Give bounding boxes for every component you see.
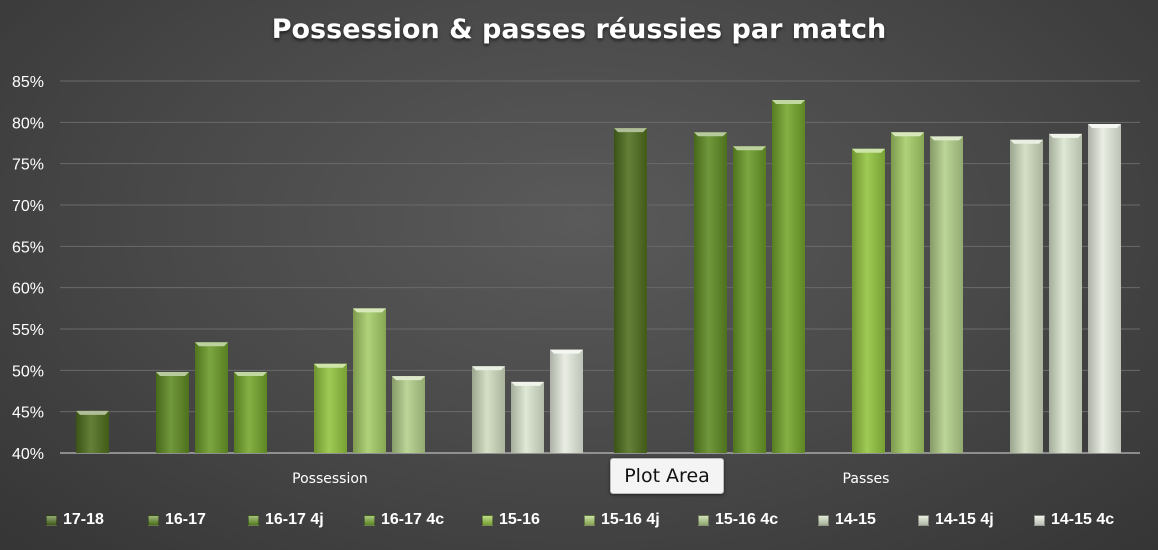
bar-cap — [733, 146, 766, 151]
legend-swatch — [248, 514, 259, 526]
bar-cap — [852, 148, 885, 153]
legend-swatch — [482, 514, 493, 526]
legend-label: 14-15 4j — [935, 511, 994, 528]
bar-16-17-4c-possession[interactable] — [234, 371, 267, 453]
legend: 17-18 16-17 16-17 4j 16-17 4c 15-16 15-16 4j 1… — [0, 511, 1158, 537]
bar-15-16-4c-possession[interactable] — [392, 376, 425, 453]
bar-17-18-possession[interactable] — [76, 410, 109, 453]
legend-label: 14-15 — [835, 511, 876, 528]
legend-item[interactable]: 14-15 4j — [918, 511, 994, 529]
legend-label: 16-17 4c — [381, 511, 445, 528]
y-axis: 40% 45% 50% 55% 60% 65% 70% 75% 80% 85% — [12, 74, 44, 463]
bar-17-18-passes[interactable] — [614, 128, 647, 453]
bar-14-15-4j-passes[interactable] — [1049, 133, 1082, 453]
bar-16-17-4c-passes[interactable] — [772, 100, 805, 453]
y-tick-label: 85% — [12, 74, 44, 91]
bar-16-17-passes[interactable] — [694, 132, 727, 453]
legend-swatch — [918, 514, 929, 526]
bar-16-17-4j-possession[interactable] — [195, 342, 228, 453]
y-tick-label: 50% — [12, 363, 44, 380]
legend-swatch — [364, 514, 375, 526]
legend-label: 16-17 4j — [265, 511, 324, 528]
legend-swatch — [698, 514, 709, 526]
legend-item[interactable]: 16-17 4j — [248, 511, 324, 529]
chart-title: Possession & passes réussies par match — [271, 14, 887, 45]
legend-item[interactable]: 14-15 4c — [1034, 511, 1114, 529]
legend-label: 15-16 — [499, 511, 540, 528]
y-tick-label: 70% — [12, 198, 44, 215]
bar-cap — [694, 132, 727, 137]
legend-item[interactable]: 15-16 4j — [584, 511, 660, 529]
bars — [76, 100, 1121, 454]
y-tick-label: 55% — [12, 322, 44, 339]
legend-item[interactable]: 14-15 — [818, 511, 876, 529]
y-tick-label: 65% — [12, 239, 44, 256]
bar-15-16-4j-passes[interactable] — [891, 132, 924, 453]
y-tick-label: 80% — [12, 115, 44, 132]
legend-label: 16-17 — [165, 511, 206, 528]
bar-15-16-passes[interactable] — [852, 148, 885, 453]
bar-14-15-4c-passes[interactable] — [1088, 123, 1121, 453]
bar-16-17-4j-passes[interactable] — [733, 146, 766, 453]
x-category-label: Possession — [292, 471, 368, 487]
bar-cap — [930, 136, 963, 141]
bar-cap — [195, 342, 228, 347]
bar-cap — [891, 132, 924, 137]
legend-swatch — [148, 514, 159, 526]
bar-14-15-passes[interactable] — [1010, 139, 1043, 453]
legend-item[interactable]: 15-16 — [482, 511, 540, 529]
bar-16-17-possession[interactable] — [156, 371, 189, 453]
bar-cap — [156, 371, 189, 376]
legend-swatch — [584, 514, 595, 526]
y-tick-label: 75% — [12, 157, 44, 174]
bar-14-15-possession[interactable] — [472, 366, 505, 453]
bar-cap — [392, 376, 425, 381]
bar-cap — [511, 381, 544, 386]
legend-label: 15-16 4j — [601, 511, 660, 528]
bar-14-15-4c-possession[interactable] — [550, 349, 583, 453]
bar-cap — [1010, 139, 1043, 144]
legend-swatch — [46, 514, 57, 526]
legend-swatch — [818, 514, 829, 526]
bar-cap — [550, 349, 583, 354]
y-tick-label: 60% — [12, 281, 44, 298]
bar-cap — [314, 363, 347, 368]
legend-label: 14-15 4c — [1051, 511, 1115, 528]
bar-15-16-4c-passes[interactable] — [930, 136, 963, 454]
bar-cap — [76, 410, 109, 415]
bar-cap — [772, 100, 805, 105]
plot-area-tooltip: Plot Area — [610, 458, 724, 494]
bar-cap — [614, 128, 647, 133]
legend-item[interactable]: 17-18 — [46, 511, 104, 529]
bar-cap — [1088, 123, 1121, 128]
legend-swatch — [1034, 514, 1045, 526]
legend-item[interactable]: 16-17 4c — [364, 511, 444, 529]
legend-item[interactable]: 16-17 — [148, 511, 206, 529]
bar-cap — [234, 371, 267, 376]
x-category-label: Passes — [843, 471, 890, 487]
x-axis-categories: Possession Passes — [292, 471, 889, 487]
legend-item[interactable]: 15-16 4c — [698, 511, 778, 529]
bar-15-16-4j-possession[interactable] — [353, 308, 386, 453]
legend-label: 17-18 — [63, 511, 104, 528]
bar-15-16-possession[interactable] — [314, 363, 347, 453]
legend-label: 15-16 4c — [715, 511, 779, 528]
bar-14-15-4j-possession[interactable] — [511, 381, 544, 453]
y-tick-label: 45% — [12, 405, 44, 422]
bar-cap — [1049, 133, 1082, 138]
bar-cap — [472, 366, 505, 371]
y-tick-label: 40% — [12, 446, 44, 463]
bar-cap — [353, 308, 386, 313]
